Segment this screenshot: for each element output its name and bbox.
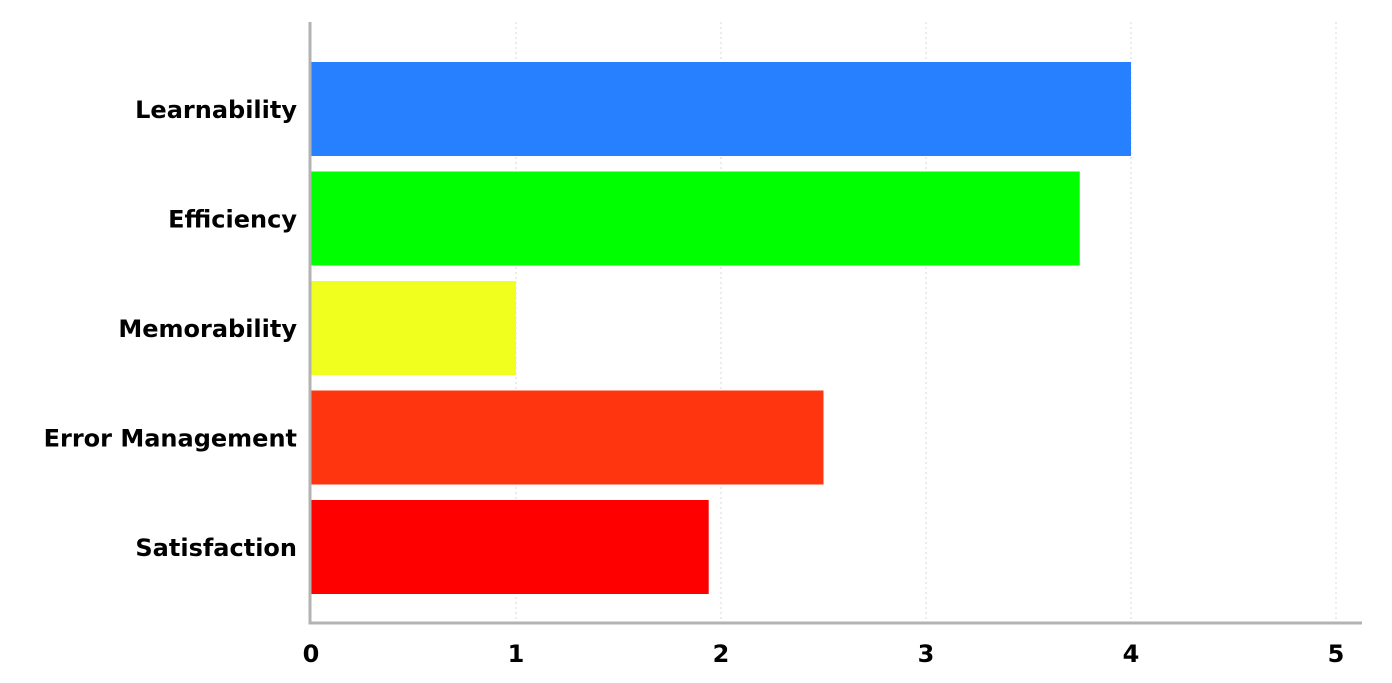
bars — [311, 62, 1131, 594]
x-tick-label: 4 — [1123, 640, 1140, 668]
bar-error-management — [311, 390, 824, 485]
x-tick-label: 2 — [713, 640, 730, 668]
category-label-learnability: Learnability — [135, 96, 297, 124]
bar-satisfaction — [311, 500, 709, 594]
bar-efficiency — [311, 171, 1080, 266]
x-tick-labels: 0 1 2 3 4 5 — [303, 640, 1345, 668]
category-label-satisfaction: Satisfaction — [135, 534, 297, 562]
category-labels: Learnability Efficiency Memorability Error … — [44, 96, 298, 562]
category-label-efficiency: Efficiency — [168, 206, 297, 234]
x-tick-label: 1 — [508, 640, 525, 668]
category-label-memorability: Memorability — [118, 315, 297, 343]
axes — [308, 22, 1362, 625]
bar-memorability — [311, 281, 516, 375]
x-tick-label: 3 — [918, 640, 935, 668]
x-tick-label: 0 — [303, 640, 320, 668]
bar-learnability — [311, 62, 1131, 156]
x-tick-label: 5 — [1328, 640, 1345, 668]
category-label-error-management: Error Management — [44, 425, 297, 453]
